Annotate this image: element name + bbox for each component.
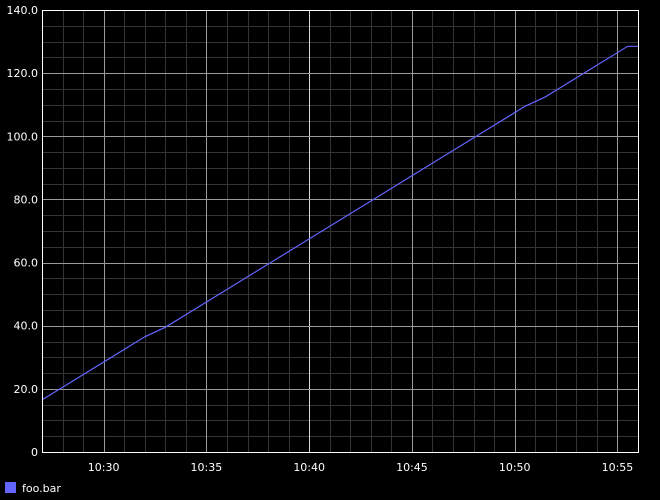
series-line-foo-bar (41, 45, 638, 401)
x-tick-label: 10:40 (293, 461, 325, 474)
y-tick-label: 60.0 (14, 257, 39, 270)
y-tick-label: 40.0 (14, 320, 39, 333)
y-tick-label: 140.0 (7, 4, 39, 17)
y-tick-label: 100.0 (7, 130, 39, 143)
y-tick-label: 80.0 (14, 193, 39, 206)
legend-swatch-foo-bar (5, 482, 16, 493)
y-tick-label: 120.0 (7, 67, 39, 80)
series-layer (41, 45, 638, 401)
y-axis-ticks: 0 20.0 40.0 60.0 80.0 100.0 120.0 140.0 (7, 4, 39, 459)
x-tick-label: 10:50 (499, 461, 531, 474)
y-tick-label: 20.0 (14, 383, 39, 396)
x-tick-label: 10:35 (191, 461, 223, 474)
x-tick-label: 10:45 (396, 461, 428, 474)
x-tick-label: 10:30 (88, 461, 120, 474)
x-tick-label: 10:55 (602, 461, 634, 474)
y-tick-label: 0 (31, 446, 38, 459)
legend-label-foo-bar: foo.bar (22, 482, 61, 495)
legend: foo.bar (5, 482, 61, 495)
x-axis-ticks: 10:30 10:35 10:40 10:45 10:50 10:55 (88, 461, 633, 474)
plot-frame (42, 10, 639, 453)
